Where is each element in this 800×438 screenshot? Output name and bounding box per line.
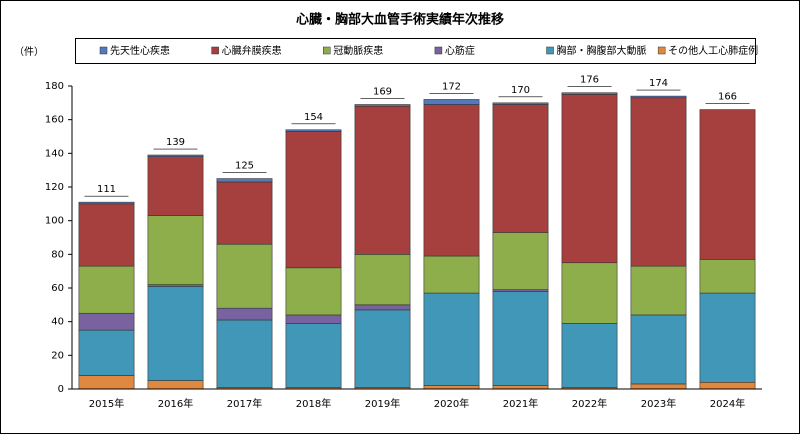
bar-segment — [285, 131, 342, 269]
bar-segment — [561, 262, 618, 324]
total-label: 174 — [649, 78, 668, 89]
total-label: 154 — [304, 112, 323, 123]
bar-segment — [216, 181, 273, 245]
total-label: 166 — [718, 92, 737, 103]
bar-segment — [285, 267, 342, 316]
bar-segment — [78, 329, 135, 376]
bar-segment — [147, 286, 204, 381]
bar-segment — [147, 215, 204, 285]
y-axis-label: （件） — [14, 46, 44, 58]
bar-segment — [561, 94, 618, 264]
y-tick-label: 120 — [45, 182, 64, 193]
y-tick-label: 40 — [51, 317, 64, 328]
y-tick-label: 100 — [45, 216, 64, 227]
bar-segment — [492, 385, 549, 390]
bar-segment — [630, 265, 687, 316]
bar-segment — [492, 291, 549, 386]
bar-segment — [561, 92, 618, 95]
x-tick-label: 2016年 — [158, 397, 193, 410]
bar-segment — [423, 104, 480, 257]
bar-segment — [699, 292, 756, 383]
total-label: 139 — [166, 137, 185, 148]
x-tick-label: 2020年 — [434, 397, 469, 410]
bar-segment — [492, 232, 549, 290]
bar-segment — [147, 156, 204, 216]
total-label: 125 — [235, 161, 254, 172]
legend-swatch — [546, 46, 554, 55]
bar-segment — [216, 178, 273, 183]
total-label: 111 — [97, 184, 116, 195]
bar-segment — [216, 319, 273, 388]
bar-segment — [630, 383, 687, 390]
legend-label: 心臓弁膜疾患 — [222, 44, 282, 57]
bar-segment — [78, 375, 135, 390]
y-tick-label: 80 — [51, 249, 64, 260]
bar-segment — [285, 323, 342, 388]
legend-swatch — [323, 46, 331, 55]
bar-segment — [492, 102, 549, 105]
total-label: 172 — [442, 81, 461, 92]
x-tick-label: 2018年 — [296, 397, 331, 410]
bar-segment — [423, 255, 480, 294]
bar-segment — [285, 129, 342, 132]
bar-segment — [78, 203, 135, 267]
total-label: 176 — [580, 75, 599, 86]
x-tick-label: 2023年 — [641, 397, 676, 410]
bar-segment — [630, 314, 687, 385]
bar-segment — [492, 104, 549, 233]
bar-segment — [561, 323, 618, 388]
legend-label: 心筋症 — [445, 44, 475, 57]
bar-segment — [216, 243, 273, 309]
bar-segment — [699, 109, 756, 260]
bar-segment — [78, 265, 135, 314]
bar-segment — [630, 95, 687, 99]
y-tick-label: 20 — [51, 350, 64, 361]
bar-segment — [423, 292, 480, 386]
bar-segment — [699, 259, 756, 294]
bar-segment — [699, 381, 756, 390]
bar-segment — [78, 201, 135, 205]
bar-segment — [354, 104, 411, 107]
legend-label: その他人工心肺症例 — [668, 44, 758, 57]
x-tick-label: 2017年 — [227, 397, 262, 410]
y-tick-label: 60 — [51, 283, 64, 294]
bar-segment — [354, 105, 411, 255]
bar-segment — [78, 312, 135, 331]
x-tick-label: 2024年 — [710, 397, 745, 410]
legend-swatch — [211, 46, 219, 55]
x-tick-label: 2022年 — [572, 397, 607, 410]
bar-segment — [630, 97, 687, 267]
legend-swatch — [434, 46, 443, 55]
bar-segment — [147, 380, 204, 390]
legend-label: 冠動脈疾患 — [333, 44, 383, 57]
total-label: 170 — [511, 85, 530, 96]
bar-segment — [285, 314, 342, 324]
chart-title: 心臓・胸部大血管手術実績年次推移 — [296, 12, 504, 28]
bar-segment — [423, 99, 480, 105]
bar-segment — [147, 154, 204, 157]
legend-swatch — [657, 46, 666, 55]
y-tick-label: 160 — [45, 115, 64, 126]
bar-segment — [216, 307, 273, 321]
x-tick-label: 2021年 — [503, 397, 538, 410]
x-tick-label: 2015年 — [89, 397, 124, 410]
x-tick-label: 2019年 — [365, 397, 400, 410]
bar-segment — [354, 254, 411, 306]
legend-label: 先天性心疾患 — [110, 44, 170, 57]
bar-segment — [423, 385, 480, 390]
total-label: 169 — [373, 87, 392, 98]
y-tick-label: 180 — [45, 81, 64, 92]
y-tick-label: 140 — [45, 148, 64, 159]
y-tick-label: 0 — [58, 384, 64, 395]
legend-swatch — [99, 46, 108, 55]
legend — [75, 38, 756, 64]
bar-segment — [354, 309, 411, 388]
bar-segment — [354, 304, 411, 311]
legend-label: 胸部・胸腹部大動脈 — [557, 44, 647, 57]
